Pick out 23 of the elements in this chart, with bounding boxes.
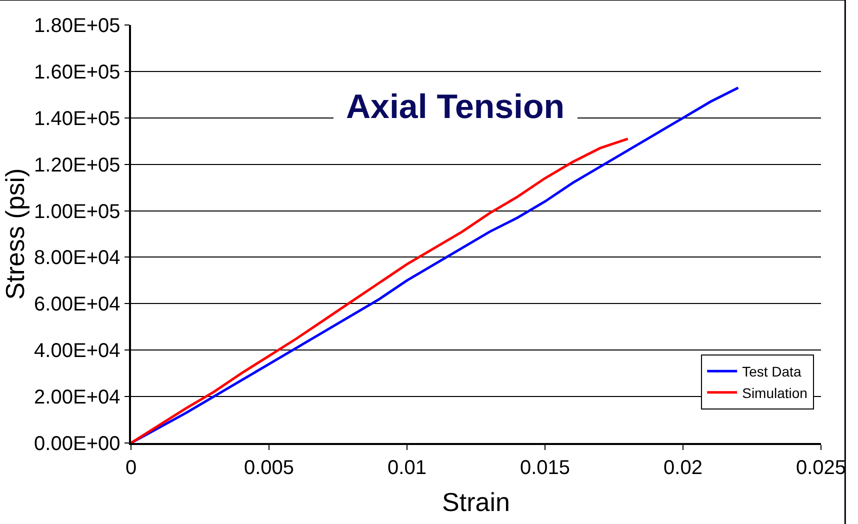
y-tick-label: 8.00E+04 [34, 247, 120, 270]
legend-label: Test Data [742, 364, 802, 380]
y-tick-label: 4.00E+04 [34, 340, 120, 362]
y-tick-label: 1.80E+05 [34, 15, 120, 37]
x-tick-label: 0.025 [796, 456, 846, 479]
legend-label: Simulation [742, 384, 808, 401]
line-series [131, 138, 630, 443]
y-tick-label: 6.00E+04 [34, 294, 120, 316]
y-tick-label: 1.60E+05 [34, 61, 120, 84]
x-tick-label: 0.005 [244, 456, 294, 479]
x-tick-label: 0.015 [520, 456, 570, 479]
x-tick-label: 0.02 [664, 456, 702, 479]
y-tick-label: 1.40E+05 [34, 108, 120, 130]
text: Axial Tension [346, 88, 565, 126]
y-axis-title: Stress (psi) [0, 168, 30, 300]
y-tick-label: 1.20E+05 [34, 154, 120, 176]
x-tick-label: 0 [125, 456, 137, 479]
y-tick-label: 1.00E+05 [34, 200, 120, 223]
y-tick-label: 2.00E+04 [34, 386, 120, 409]
x-axis-title: Strain [442, 486, 510, 517]
y-tick-label: 0.00E+00 [34, 433, 120, 455]
line-series [131, 86, 740, 443]
x-tick-label: 0.01 [388, 456, 426, 479]
